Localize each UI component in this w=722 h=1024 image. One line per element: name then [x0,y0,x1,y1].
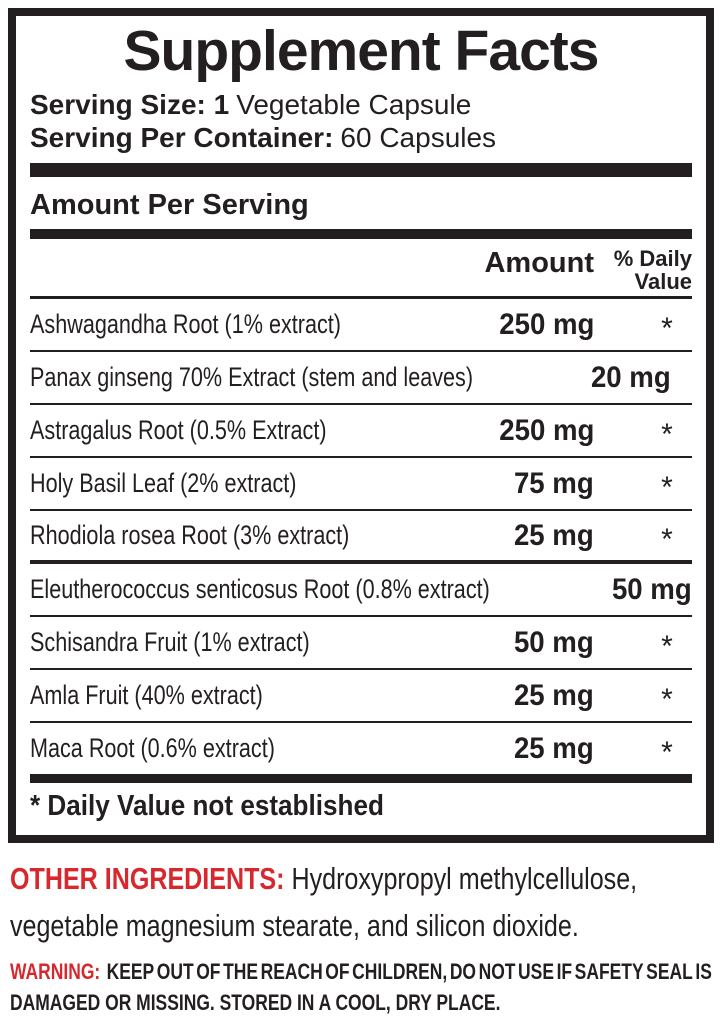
ingredient-daily-value: * [642,308,692,345]
ingredient-amount: 20 mg [584,361,671,395]
other-ingredients-section: OTHER INGREDIENTS: Hydroxypropyl methylc… [10,855,710,949]
serving-info: Serving Size: 1 Vegetable Capsule Serving… [30,88,692,154]
asterisk-glyph: * [661,470,673,504]
other-ingredients-line1: Hydroxypropyl methylcellulose, [291,861,638,896]
ingredient-name-text: Panax ginseng 70% Extract (stem and leav… [30,362,474,392]
ingredient-daily-value: * [642,467,692,504]
ingredient-amount: 25 mg [444,679,594,713]
ingredient-name: Maca Root (0.6% extract) [30,733,444,764]
ingredient-name-text: Holy Basil Leaf (2% extract) [30,468,297,498]
serving-per-container-line: Serving Per Container: 60 Capsules [30,121,692,154]
ingredient-name-text: Ashwagandha Root (1% extract) [30,309,341,339]
other-ingredients-line2: vegetable magnesium stearate, and silico… [10,908,579,943]
ingredient-amount: 250 mg [444,308,594,342]
warning-line1-text: KEEP OUT OF THE REACH OF CHILDREN, DO NOT USE IF SA… [106,959,712,984]
panel-title: Supplement Facts [123,19,600,83]
serving-container-label: Serving Per Container: [30,122,334,153]
ingredient-amount-text: 75 mg [514,466,594,500]
divider-bar-mid [30,229,692,239]
ingredient-amount-text: 25 mg [514,731,594,765]
asterisk-glyph: * [661,682,673,716]
other-ingredients-text: OTHER INGREDIENTS: Hydroxypropyl methylc… [10,855,710,949]
ingredient-daily-value: * [642,519,692,556]
asterisk-glyph: * [661,735,673,769]
table-row: Maca Root (0.6% extract) 25 mg * [30,723,692,776]
ingredient-name: Schisandra Fruit (1% extract) [30,627,444,658]
ingredient-name-text: Eleutherococcus senticosus Root (0.8% ex… [30,574,490,604]
ingredient-amount: 50 mg [605,573,692,607]
warning-line1: WARNING: KEEP OUT OF THE REACH OF CHILDREN, DO N… [10,956,712,987]
ingredient-amount: 25 mg [444,732,594,766]
daily-value-footnote: * Daily Value not established [30,783,692,829]
ingredient-name: Holy Basil Leaf (2% extract) [30,468,444,499]
ingredient-amount-text: 25 mg [514,678,594,712]
ingredient-amount-text: 250 mg [498,307,594,341]
serving-size-label: Serving Size: 1 [30,89,230,120]
ingredient-name-text: Amla Fruit (40% extract) [30,680,263,710]
asterisk-glyph: * [661,522,673,556]
serving-size-line: Serving Size: 1 Vegetable Capsule [30,88,692,121]
asterisk-glyph: * [661,417,673,451]
ingredient-amount: 25 mg [444,519,594,553]
warning-text: WARNING: KEEP OUT OF THE REACH OF CHILDREN, DO N… [10,956,712,1018]
ingredient-name-text: Schisandra Fruit (1% extract) [30,627,310,657]
ingredient-name: Eleutherococcus senticosus Root (0.8% ex… [30,574,605,605]
table-row: Astragalus Root (0.5% Extract) 250 mg * [30,405,692,458]
ingredient-name: Rhodiola rosea Root (3% extract) [30,520,444,551]
asterisk-glyph: * [661,311,673,345]
warning-section: WARNING: KEEP OUT OF THE REACH OF CHILDREN, DO N… [10,956,712,1018]
table-row: Schisandra Fruit (1% extract) 50 mg * [30,617,692,670]
warning-line2: DAMAGED OR MISSING. STORED IN A COOL, DR… [10,990,501,1015]
table-header-row: Amount % Daily Value [30,239,692,299]
ingredient-amount-text: 50 mg [611,572,692,606]
ingredient-name: Amla Fruit (40% extract) [30,680,444,711]
table-row: Rhodiola rosea Root (3% extract) 25 mg * [30,511,692,564]
other-ingredients-label: OTHER INGREDIENTS: [10,861,285,896]
ingredient-daily-value: * [642,732,692,769]
ingredient-daily-value: * [642,679,692,716]
daily-value-header-line2: Value [634,269,692,294]
amount-per-serving-header: Amount Per Serving [30,189,309,221]
daily-value-header-line1: % Daily [613,246,692,271]
ingredient-name: Ashwagandha Root (1% extract) [30,309,444,340]
ingredient-name-text: Maca Root (0.6% extract) [30,733,275,763]
table-row: Panax ginseng 70% Extract (stem and leav… [30,352,692,405]
ingredient-name-text: Rhodiola rosea Root (3% extract) [30,520,350,550]
table-row: Holy Basil Leaf (2% extract) 75 mg * [30,458,692,511]
ingredient-daily-value: * [642,414,692,451]
ingredient-name: Panax ginseng 70% Extract (stem and leav… [30,362,584,393]
warning-label: WARNING: [10,959,101,984]
supplement-facts-panel: Supplement Facts Serving Size: 1 Vegetabl… [8,8,714,843]
serving-size-value: Vegetable Capsule [236,89,472,120]
ingredient-name: Astragalus Root (0.5% Extract) [30,415,444,446]
table-row: Eleutherococcus senticosus Root (0.8% ex… [30,564,692,617]
ingredient-amount-text: 50 mg [514,625,594,659]
ingredient-amount-text: 20 mg [590,360,671,394]
serving-container-value: 60 Capsules [340,122,497,153]
daily-value-footnote-text: * Daily Value not established [30,789,384,822]
ingredient-amount-text: 250 mg [498,413,594,447]
ingredient-daily-value: * [642,626,692,663]
ingredient-amount: 50 mg [444,626,594,660]
ingredient-amount-text: 25 mg [514,518,594,552]
table-row: Amla Fruit (40% extract) 25 mg * [30,670,692,723]
ingredient-amount: 250 mg [444,414,594,448]
divider-bar-top [30,163,692,177]
ingredient-name-text: Astragalus Root (0.5% Extract) [30,415,327,445]
asterisk-glyph: * [661,629,673,663]
column-header-amount: Amount [484,247,594,279]
ingredient-amount: 75 mg [444,467,594,501]
column-header-daily-value: % Daily Value [594,247,692,293]
table-row: Ashwagandha Root (1% extract) 250 mg * [30,299,692,352]
divider-bar-bottom [30,776,692,783]
